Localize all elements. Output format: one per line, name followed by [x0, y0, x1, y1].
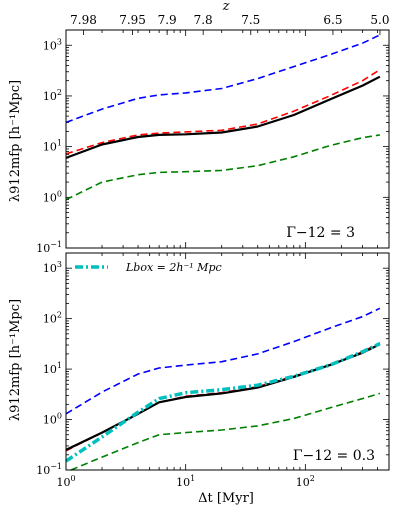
series-line: [65, 342, 381, 452]
x-tick-label: 100: [56, 474, 75, 489]
z-tick-label: 7.9: [158, 13, 177, 27]
z-tick-label: 7.5: [241, 13, 260, 27]
y-tick-label: 103: [43, 260, 62, 275]
y-tick-label: 101: [43, 361, 62, 376]
legend: Lbox = 2h⁻¹ Mpc: [75, 261, 222, 274]
x-tick-label: 101: [176, 474, 195, 489]
y-tick-label: 100: [43, 412, 62, 427]
y-tick-label: 102: [43, 88, 62, 103]
y-tick-label: 100: [43, 189, 62, 204]
panel-top: 10−1 100 101 102 103: [36, 29, 390, 255]
annotation-bottom: Γ−12 = 0.3: [293, 448, 375, 464]
top-axis-label: z: [222, 0, 230, 14]
z-tick-label: 6.5: [323, 13, 342, 27]
ylabel-bottom: λ912mfp [h⁻¹Mpc]: [8, 299, 23, 421]
z-tick-label: 7.95: [119, 13, 146, 27]
ylabel-top: λ912mfp [h⁻¹Mpc]: [8, 80, 23, 202]
plot-frame: [65, 252, 390, 471]
legend-label: Lbox = 2h⁻¹ Mpc: [125, 261, 222, 274]
y-tick-label: 10−1: [36, 240, 62, 255]
z-tick-label: 7.8: [194, 13, 213, 27]
series-line: [65, 34, 381, 124]
y-tick-label: 102: [43, 311, 62, 326]
series-line: [65, 343, 381, 451]
series-line: [65, 307, 381, 415]
y-tick-label: 101: [43, 139, 62, 154]
plot-frame: [65, 29, 390, 249]
y-tick-label: 10−1: [36, 462, 62, 477]
series-line: [70, 392, 381, 471]
x-tick-label: 102: [296, 474, 315, 489]
z-tick-label: 5.0: [370, 13, 389, 27]
y-tick-label: 103: [43, 37, 62, 52]
annotation-top: Γ−12 = 3: [286, 225, 355, 241]
xlabel: Δt [Myr]: [198, 491, 254, 506]
series-line: [65, 75, 381, 159]
z-tick-label: 7.98: [70, 13, 97, 27]
top-axis: 7.98 7.95 7.9 7.8 7.5 6.5 5.0: [70, 13, 389, 35]
series-line: [65, 69, 381, 155]
series-line: [65, 134, 381, 201]
